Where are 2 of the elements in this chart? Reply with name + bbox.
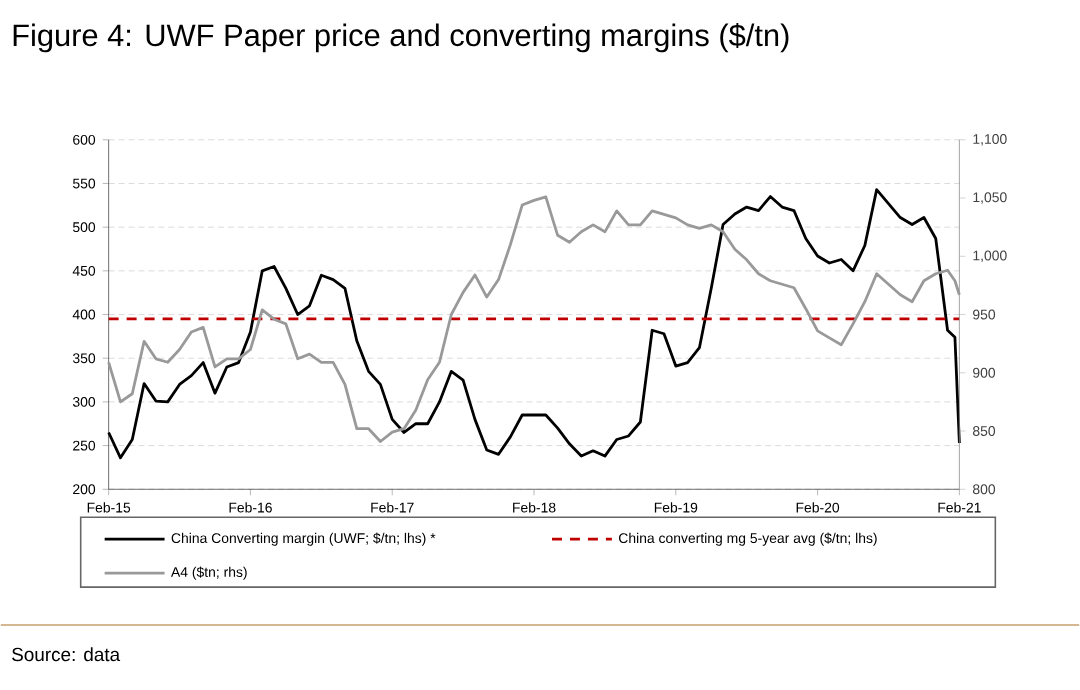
source-note: Source: data [12, 646, 121, 661]
chart-title: Figure 4: UWF Paper price and converting margins ($/tn) [13, 22, 789, 52]
